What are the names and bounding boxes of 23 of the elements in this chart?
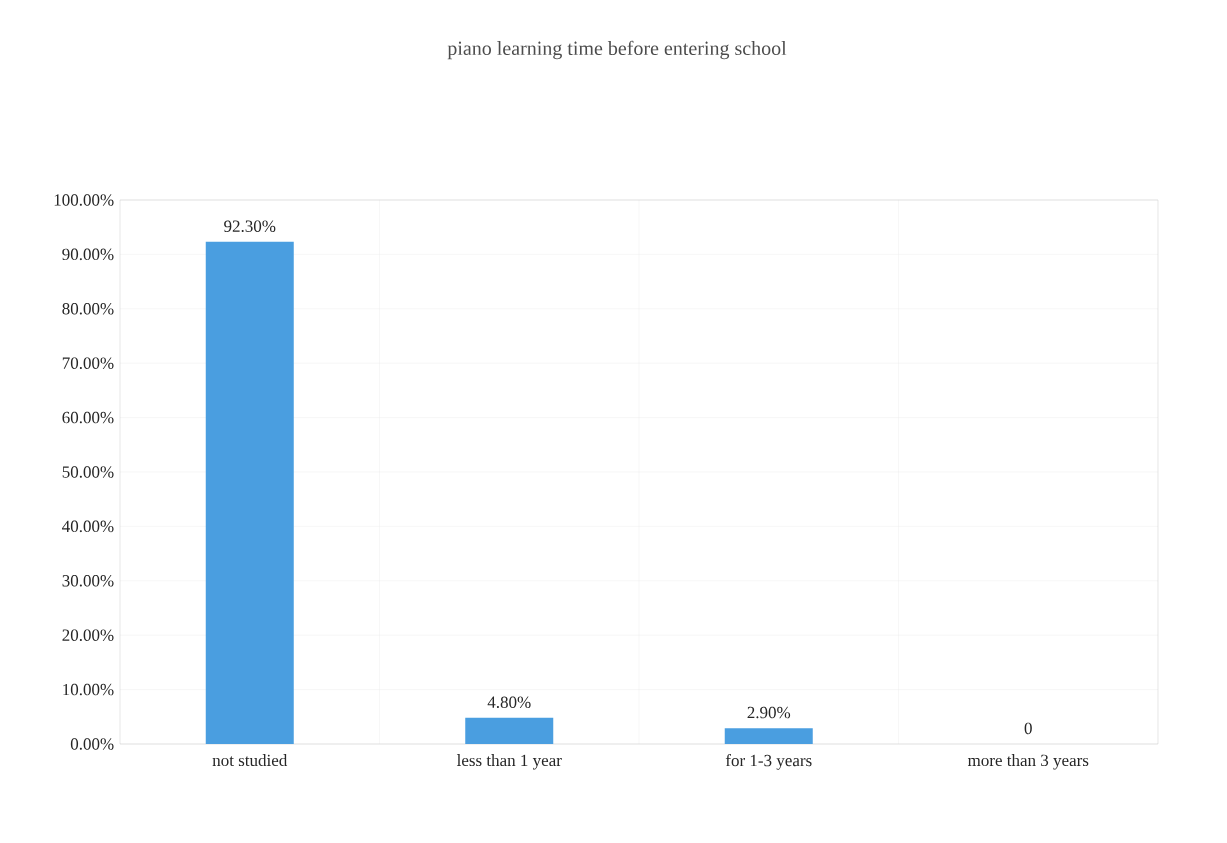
x-tick-label: more than 3 years (967, 754, 1089, 770)
x-tick-label: less than 1 year (456, 754, 562, 770)
y-tick-label: 80.00% (62, 303, 114, 315)
y-tick-label: 40.00% (62, 520, 114, 533)
x-tick-label: for 1-3 years (725, 754, 812, 770)
y-tick-label: 90.00% (62, 248, 114, 261)
y-tick-label: 20.00% (62, 629, 114, 641)
data-label: 92.30% (224, 220, 276, 232)
bar (724, 728, 813, 744)
x-tick-label: not studied (212, 754, 288, 767)
y-tick-label: 30.00% (62, 575, 114, 587)
chart-title: piano learning time before entering school (447, 40, 787, 60)
data-label: 4.80% (487, 696, 531, 708)
y-tick-label: 0.00% (70, 738, 114, 750)
data-label: 2.90% (747, 706, 791, 719)
y-tick-label: 50.00% (62, 466, 114, 478)
bar (465, 717, 554, 744)
data-label: 0 (1024, 722, 1032, 735)
y-tick-label: 70.00% (62, 357, 114, 369)
y-tick-label: 10.00% (63, 683, 114, 696)
y-tick-label: 100.00% (54, 194, 114, 206)
y-tick-label: 60.00% (62, 411, 114, 424)
bar (205, 241, 294, 744)
